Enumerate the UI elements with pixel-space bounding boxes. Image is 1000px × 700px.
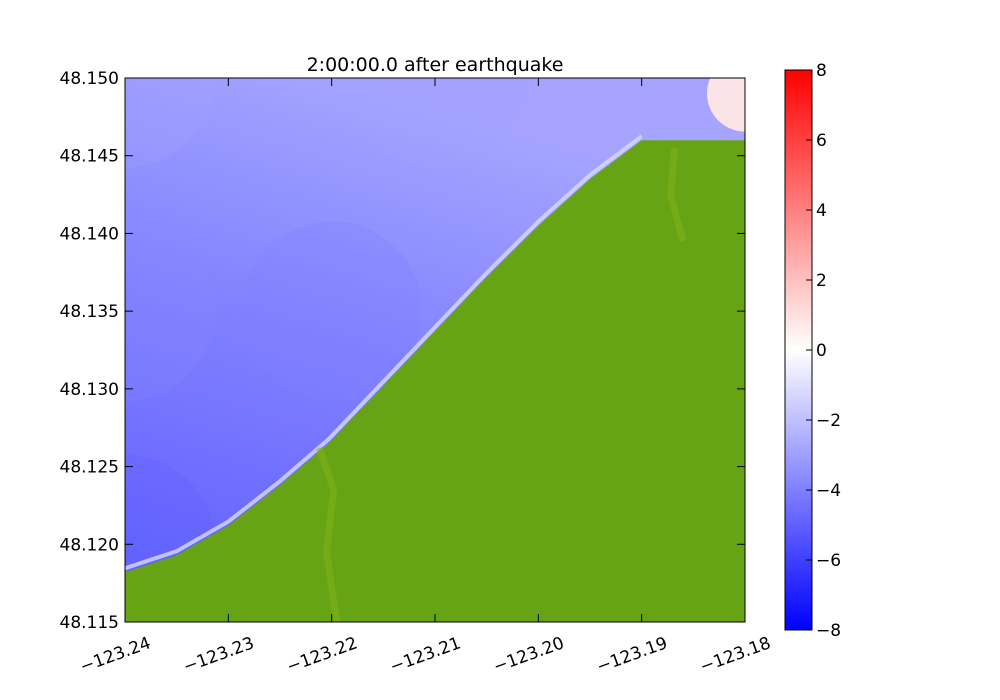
x-tick-label: −123.24 — [77, 633, 153, 677]
colorbar-tick-label: −4 — [816, 481, 841, 501]
colorbar-tick-label: −8 — [816, 621, 841, 641]
y-tick-label: 48.115 — [60, 613, 119, 633]
y-tick-label: 48.150 — [60, 69, 119, 89]
colorbar-tick-label: −6 — [816, 551, 841, 571]
x-tick-label: −123.20 — [491, 633, 567, 677]
x-tick-label: −123.22 — [284, 633, 360, 677]
y-tick-label: 48.145 — [60, 147, 119, 167]
y-tick-label: 48.120 — [60, 535, 119, 555]
land-channels — [125, 134, 687, 622]
surface-sample — [125, 221, 215, 402]
colorbar-axis: −8 −6 −4 −2 0 2 4 6 8 — [806, 61, 841, 641]
y-axis: 48.115 48.120 48.125 48.130 48.135 48.140 48.1… — [60, 69, 745, 633]
land-channel — [315, 446, 341, 622]
surface-sample — [241, 221, 422, 402]
surface-sample — [125, 78, 215, 168]
x-tick-label: −123.21 — [387, 633, 463, 677]
x-tick-label: −123.18 — [697, 633, 773, 677]
y-tick-label: 48.135 — [60, 302, 119, 322]
land-channel — [667, 147, 687, 243]
colorbar-tick-label: 4 — [816, 201, 827, 221]
surface-sample — [345, 78, 525, 168]
colorbar-tick-label: 8 — [816, 61, 827, 81]
colorbar-tick-label: −2 — [816, 411, 841, 431]
x-tick-label: −123.19 — [594, 633, 670, 677]
y-tick-label: 48.125 — [60, 458, 119, 478]
chart-title: 2:00:00.0 after earthquake — [307, 54, 564, 76]
colorbar-tick-label: 2 — [816, 271, 827, 291]
colorbar-tick-label: 0 — [816, 341, 827, 361]
x-tick-label: −123.23 — [181, 633, 257, 677]
colorbar-tick-label: 6 — [816, 131, 827, 151]
y-tick-label: 48.140 — [60, 224, 119, 244]
plot-area — [125, 78, 745, 622]
shoreline-fringe — [125, 134, 643, 571]
surface-sample — [707, 78, 745, 132]
land-area — [125, 140, 745, 622]
y-tick-label: 48.130 — [60, 380, 119, 400]
